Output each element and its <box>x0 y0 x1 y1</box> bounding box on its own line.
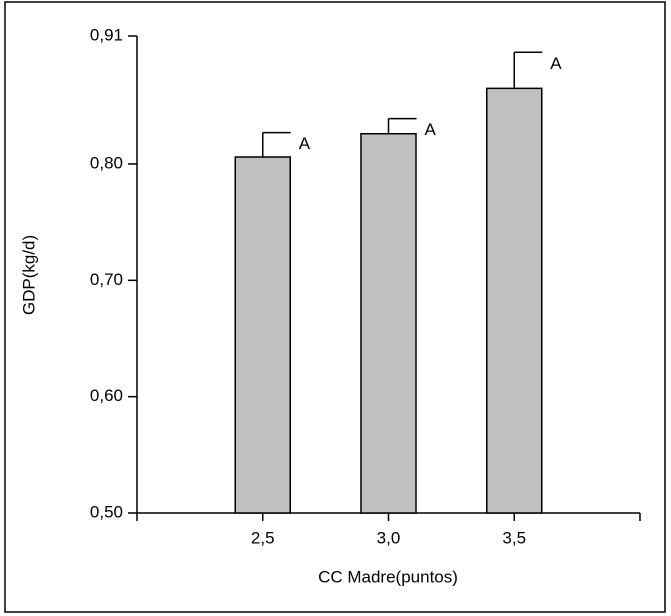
y-tick-label: 0,60 <box>90 386 123 405</box>
annotation: A <box>299 134 311 153</box>
annotation: A <box>550 54 562 73</box>
y-tick-label: 0,50 <box>90 502 123 521</box>
frame <box>4 1 666 613</box>
bar <box>360 132 417 514</box>
x-tick-label: 3,0 <box>377 528 401 547</box>
y-tick-label: 0,91 <box>90 25 123 44</box>
x-axis-title: CC Madre(puntos) <box>318 567 458 586</box>
bar <box>486 87 543 514</box>
x-tick-label: 2,5 <box>251 528 275 547</box>
annotation: A <box>425 120 437 139</box>
y-tick-label: 0,70 <box>90 270 123 289</box>
y-axis-title: GDP(kg/d) <box>19 235 38 315</box>
x-tick-label: 3,5 <box>502 528 526 547</box>
y-tick-label: 0,80 <box>90 153 123 172</box>
bar <box>234 156 291 514</box>
